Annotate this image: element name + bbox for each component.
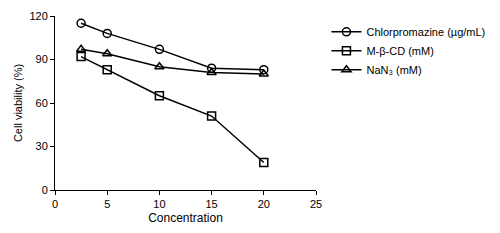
svg-text:25: 25 <box>310 198 322 210</box>
svg-text:M-β-CD (mM): M-β-CD (mM) <box>366 45 433 57</box>
svg-text:30: 30 <box>36 140 48 152</box>
svg-text:15: 15 <box>205 198 217 210</box>
svg-text:20: 20 <box>258 198 270 210</box>
svg-text:90: 90 <box>36 53 48 65</box>
svg-text:Concentration: Concentration <box>148 211 223 225</box>
svg-text:60: 60 <box>36 97 48 109</box>
svg-text:Cell viability (%): Cell viability (%) <box>12 64 24 142</box>
svg-text:120: 120 <box>29 10 47 22</box>
svg-text:5: 5 <box>104 198 110 210</box>
svg-text:Chlorpromazine (µg/mL): Chlorpromazine (µg/mL) <box>366 26 485 38</box>
svg-text:0: 0 <box>42 184 48 196</box>
svg-text:0: 0 <box>52 198 58 210</box>
svg-text:10: 10 <box>153 198 165 210</box>
svg-text:NaN₃ (mM): NaN₃ (mM) <box>366 64 421 76</box>
